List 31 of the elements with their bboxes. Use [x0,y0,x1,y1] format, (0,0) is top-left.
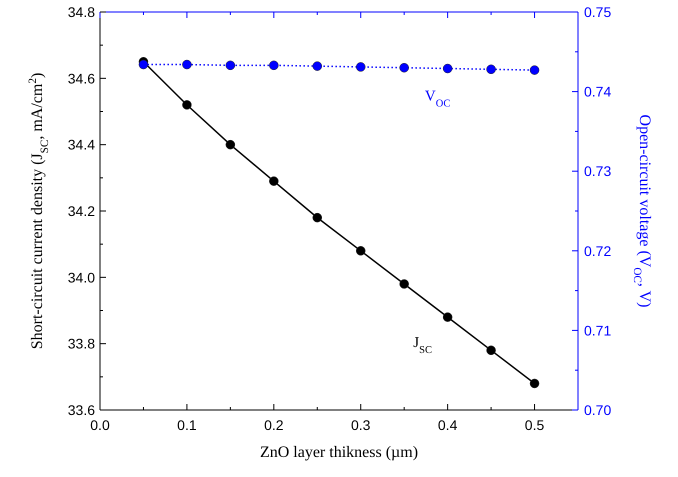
y-tick-label: 33.8 [68,336,96,352]
x-tick-label: 0.2 [264,417,284,433]
x-tick-label: 0.4 [438,417,458,433]
point [442,312,452,322]
y-tick-label: 33.6 [68,402,96,418]
y-tick-label: 34.0 [68,269,96,286]
x-tick-label: 0.0 [90,417,110,433]
y2-tick-label: 0.70 [584,402,612,418]
point [399,279,409,289]
y-tick-label: 34.6 [68,70,96,86]
y2-tick-label: 0.74 [584,84,612,100]
x-tick-label: 0.3 [350,417,371,433]
point [269,176,279,186]
y2-tick-label: 0.72 [584,242,612,259]
y2-tick-label: 0.71 [584,322,612,338]
point [486,346,496,356]
y2-tick-label: 0.75 [584,4,612,20]
y-tick-label: 34.4 [68,136,96,153]
point [530,378,540,388]
annotation: J$_{SC}$ [413,335,432,356]
annotation: V$_{OC}$ [424,88,450,110]
x-tick-label: 0.5 [524,417,544,433]
point [312,212,322,222]
point [226,140,236,150]
x-tick-label: 0.1 [177,417,197,433]
y2-tick-label: 0.73 [584,163,612,180]
point [182,100,192,110]
y-tick-label: 34.8 [68,4,96,20]
y-tick-label: 34.2 [68,203,96,219]
point [356,246,366,256]
x-axis-title: ZnO layer thikness (µm) [260,444,418,461]
